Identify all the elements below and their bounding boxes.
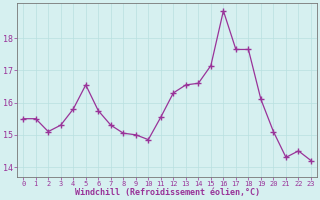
X-axis label: Windchill (Refroidissement éolien,°C): Windchill (Refroidissement éolien,°C) (75, 188, 260, 197)
